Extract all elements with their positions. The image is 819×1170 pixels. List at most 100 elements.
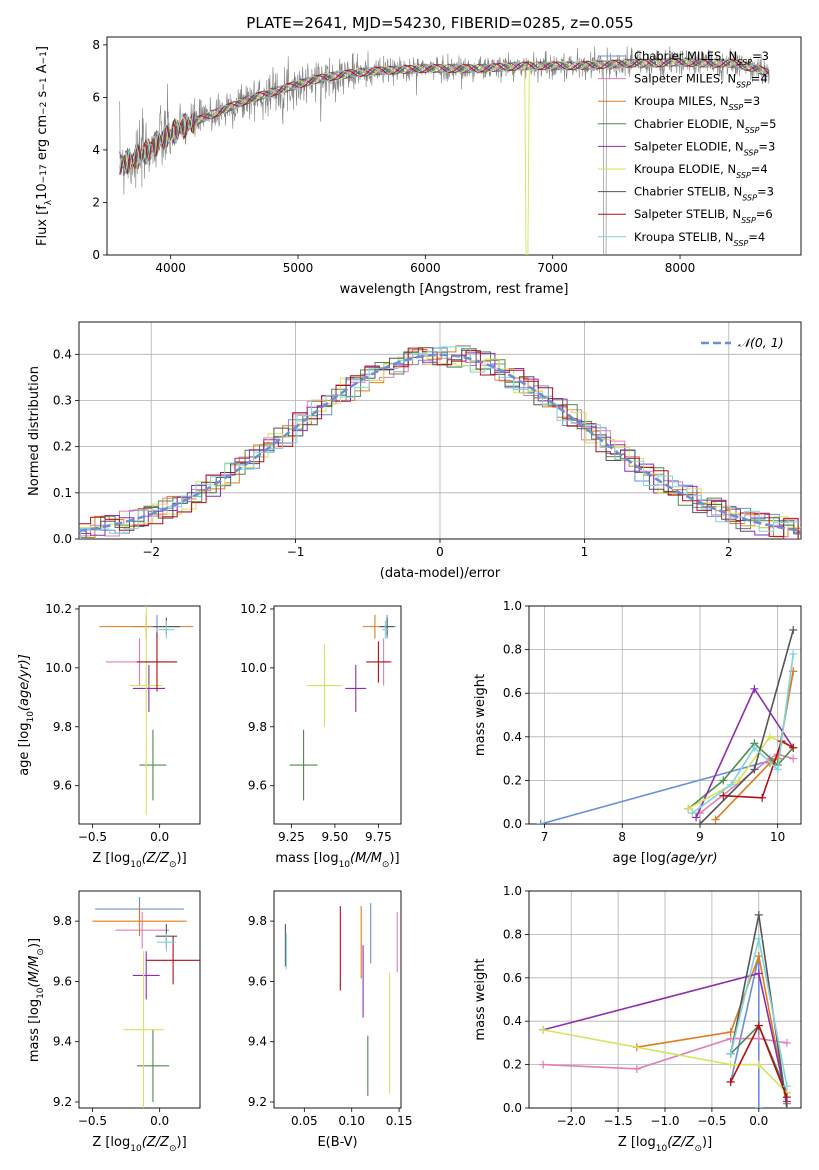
x-tick-label: −1 <box>287 545 305 559</box>
x-tick-label: 0.0 <box>150 1114 169 1128</box>
x-tick-label: 10 <box>770 830 785 844</box>
y-label-sub: 10 <box>26 711 36 723</box>
y-axis-label: Normed distribution <box>27 366 42 496</box>
panel-massweight_vs_Z: −2.0 −1.5 −1.0 −0.5 0.0 0.0 0.2 0.4 0.6 0.8 1.0 Z [… <box>473 884 802 1154</box>
x-label-tail: )] <box>389 851 399 866</box>
y-tick-label: 9.2 <box>248 1095 267 1109</box>
y-label-math: (age/yr)] <box>17 654 32 711</box>
x-tick-label: 1 <box>581 545 589 559</box>
y-tick-label: 0.8 <box>503 643 522 657</box>
legend-tail: =4 <box>751 162 768 176</box>
y-label-part: λ <box>44 199 54 205</box>
panel-residuals: −2 −1 0 1 2 0.0 0.1 0.2 0.3 0.4 (data-model)/error… <box>27 321 802 581</box>
spectrum-title: PLATE=2641, MJD=54230, FIBERID=0285, z=0… <box>246 14 633 32</box>
x-label-math: (Z/Z <box>667 1135 695 1150</box>
legend-sub: SSP <box>734 238 749 247</box>
x-tick-label: 8 <box>618 830 626 844</box>
legend-entry: Kroupa STELIB, NSSP=4 <box>634 230 765 248</box>
x-tick-label: −1.5 <box>604 1114 633 1128</box>
y-label-part: s <box>35 90 50 101</box>
y-tick-label: 9.8 <box>248 914 267 928</box>
x-axis-label: mass [log10(M/M⊙)] <box>275 851 399 870</box>
legend-tail: =4 <box>751 72 768 86</box>
x-tick-label: 8000 <box>665 261 696 275</box>
legend-entry: Chabrier ELODIE, NSSP=5 <box>634 117 776 135</box>
y-label-part: erg cm <box>35 115 50 164</box>
y-tick-label: 0.0 <box>503 817 522 831</box>
legend-entry: Chabrier MILES, NSSP=3 <box>634 49 769 67</box>
legend-entry: Kroupa MILES, NSSP=3 <box>634 94 760 112</box>
x-label-sub: ⊙ <box>694 1144 702 1154</box>
plots: 4000 5000 6000 7000 8000 0 2 4 6 8 wavelength [Ang… <box>17 36 802 1154</box>
y-tick-label: 0.2 <box>503 1058 522 1072</box>
x-tick-label: 9.50 <box>322 830 349 844</box>
axes-frame <box>106 36 802 256</box>
y-tick-label: 9.8 <box>53 720 72 734</box>
legend-normal-label: 𝒩(0, 1) <box>738 335 784 350</box>
legend-entry: Salpeter ELODIE, NSSP=3 <box>634 139 775 157</box>
y-tick-label: 0.0 <box>503 1101 522 1115</box>
x-tick-label: 9 <box>696 830 704 844</box>
x-tick-label: 0.10 <box>338 1114 365 1128</box>
x-label-tail: )] <box>177 1135 187 1150</box>
y-axis-label: mass weight <box>473 958 488 1040</box>
y-tick-label: 9.6 <box>53 974 72 988</box>
x-label-sub: ⊙ <box>169 860 177 870</box>
y-tick-label: 0.0 <box>53 532 72 546</box>
x-tick-label: 9.75 <box>365 830 392 844</box>
y-label-part: −1 <box>39 77 49 90</box>
x-tick-label: 0.0 <box>749 1114 768 1128</box>
axes-frame <box>528 890 802 1109</box>
axes-frame <box>273 890 402 1109</box>
x-label-math: (Z/Z <box>142 851 170 866</box>
y-axis-label: Flux [fλ10−17 erg cm−2 s−1 A−1] <box>35 46 54 246</box>
residual-hist-kroupa_elodie <box>79 352 801 539</box>
y-tick-label: 0.2 <box>53 440 72 454</box>
x-label-sub: ⊙ <box>382 860 390 870</box>
y-label-tail: )] <box>27 938 42 948</box>
y-tick-label: 9.2 <box>53 1095 72 1109</box>
spectrum-model-kroupa_stelib <box>119 58 770 174</box>
panel-age_vs_mass: 9.25 9.50 9.75 9.6 9.8 10.0 10.2 mass [log10(M/… <box>240 602 402 870</box>
y-tick-label: 9.8 <box>248 720 267 734</box>
residual-hist-chabrier_miles <box>79 347 801 539</box>
x-label-sub: 10 <box>130 860 142 870</box>
x-axis-label: Z [log10(Z/Z⊙)] <box>92 851 186 870</box>
y-tick-label: 6 <box>92 90 100 104</box>
x-tick-label: 0 <box>436 545 444 559</box>
spectrum-model-kroupa_elodie <box>119 57 770 255</box>
y-tick-label: 1.0 <box>503 884 522 898</box>
y-tick-label: 0.4 <box>503 730 522 744</box>
x-tick-label: 2 <box>725 545 733 559</box>
x-tick-label: −0.5 <box>697 1114 726 1128</box>
y-label-math: (M/M <box>27 956 42 988</box>
x-label-sub: 10 <box>339 860 351 870</box>
x-tick-label: 7 <box>541 830 549 844</box>
y-tick-label: 0.4 <box>503 1014 522 1028</box>
legend-entry: Salpeter MILES, NSSP=4 <box>634 72 768 90</box>
y-label-part: ] <box>35 46 50 51</box>
legend-sub: SSP <box>742 193 757 202</box>
spectrum-model-salpeter_stelib <box>119 58 770 175</box>
y-label-part: 10 <box>35 183 50 200</box>
x-tick-label: 0.0 <box>150 830 169 844</box>
x-label-math: (Z/Z <box>142 1135 170 1150</box>
y-tick-label: 0.3 <box>53 393 72 407</box>
legend-sub: SSP <box>744 148 759 157</box>
x-tick-label: 7000 <box>537 261 568 275</box>
legend-tail: =3 <box>752 49 769 63</box>
y-tick-label: 10.2 <box>45 602 72 616</box>
x-tick-label: −2 <box>142 545 160 559</box>
x-tick-label: 6000 <box>410 261 441 275</box>
y-tick-label: 0 <box>92 248 100 262</box>
y-tick-label: 9.4 <box>248 1035 267 1049</box>
residual-hist-salpeter_stelib <box>79 347 801 539</box>
panel-mass_vs_Z: −0.5 0.0 9.2 9.4 9.6 9.8 Z [log10(Z/Z⊙)] mass [… <box>27 890 201 1154</box>
legend-tail: =3 <box>743 94 760 108</box>
x-tick-label: −0.5 <box>78 830 107 844</box>
axes-frame <box>78 321 802 540</box>
x-tick-label: 0.15 <box>386 1114 413 1128</box>
legend-entry: Salpeter STELIB, NSSP=6 <box>634 207 773 225</box>
y-tick-label: 0.6 <box>503 971 522 985</box>
panel-age_vs_Z: −0.5 0.0 9.6 9.8 10.0 10.2 Z [log10(Z/Z⊙)] age … <box>17 602 201 870</box>
